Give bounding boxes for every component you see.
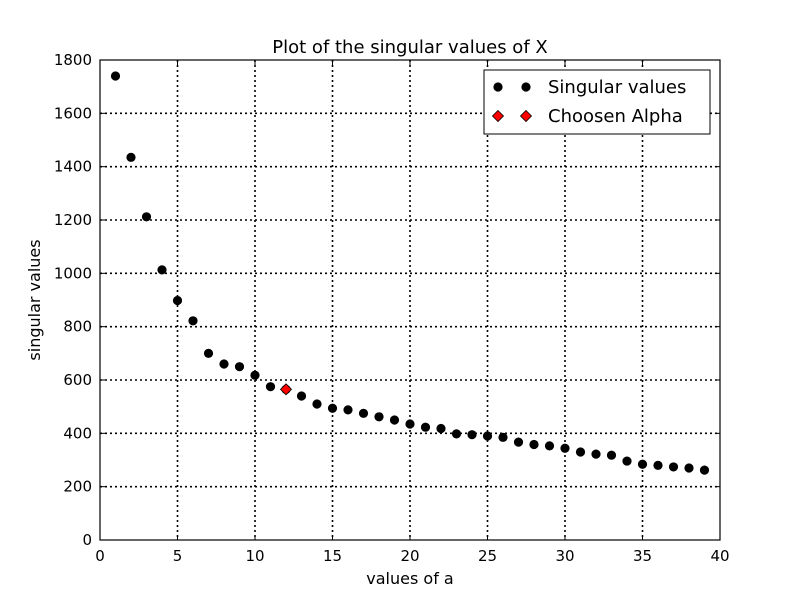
singular-value-point: [188, 316, 198, 326]
singular-value-point: [358, 408, 369, 418]
singular-value-point: [684, 463, 694, 473]
singular-value-point: [234, 362, 245, 372]
x-tick-label: 40: [710, 547, 729, 565]
singular-value-point: [203, 348, 214, 358]
singular-value-point: [575, 447, 586, 457]
legend-label: Choosen Alpha: [548, 106, 683, 127]
singular-value-point: [110, 71, 121, 81]
legend: Singular values Choosen Alpha: [483, 69, 711, 135]
singular-value-point: [653, 460, 663, 470]
chosen-alpha-point: [279, 383, 293, 396]
singular-value-point: [591, 449, 601, 459]
grid-lines: [100, 60, 720, 540]
singular-value-point: [560, 443, 570, 453]
x-tick-label: 0: [95, 547, 105, 565]
y-tick-label: 400: [63, 424, 92, 442]
y-tick-label: 1000: [54, 264, 92, 282]
singular-value-point: [265, 382, 276, 392]
x-tick-label: 30: [555, 547, 574, 565]
x-axis-label: values of a: [366, 569, 453, 588]
x-tick-label: 15: [323, 547, 342, 565]
singular-value-point: [312, 399, 322, 409]
x-tick-label: 25: [478, 547, 497, 565]
singular-value-point: [668, 462, 679, 472]
singular-value-point: [126, 152, 136, 162]
y-axis-ticks: 0 200 400 600 800 1000 1200 1400 1600 1800: [54, 51, 720, 549]
singular-value-point: [451, 429, 462, 439]
singular-value-point: [389, 415, 400, 425]
x-axis-ticks: 0 5 10 15 20 25 30 35 40: [95, 60, 730, 565]
singular-value-point: [420, 422, 431, 432]
singular-value-point: [498, 432, 508, 442]
singular-value-point: [622, 456, 632, 466]
legend-marker: [519, 109, 533, 123]
singular-value-point: [374, 412, 384, 422]
singular-value-point: [327, 403, 338, 413]
y-tick-label: 200: [63, 478, 92, 496]
legend-marker: [491, 109, 505, 123]
singular-value-point: [482, 431, 493, 441]
x-tick-label: 10: [245, 547, 264, 565]
singular-value-point: [529, 439, 539, 450]
y-tick-label: 1400: [54, 158, 92, 176]
y-tick-label: 800: [63, 318, 92, 336]
legend-box: [483, 69, 711, 135]
singular-value-point: [343, 405, 353, 415]
singular-value-point: [513, 437, 524, 447]
singular-value-point: [250, 370, 260, 380]
singular-value-point: [544, 441, 555, 451]
x-tick-label: 20: [400, 547, 419, 565]
singular-value-point: [606, 450, 617, 460]
singular-value-point: [699, 465, 710, 475]
y-tick-label: 1800: [54, 51, 92, 69]
legend-label: Singular values: [548, 77, 686, 98]
x-tick-label: 35: [633, 547, 652, 565]
singular-value-point: [296, 391, 307, 401]
y-axis-label: singular values: [25, 239, 44, 360]
singular-value-point: [637, 459, 648, 469]
y-tick-label: 1200: [54, 211, 92, 229]
singular-value-point: [467, 430, 477, 440]
singular-value-point: [219, 359, 229, 369]
singular-value-point: [172, 295, 183, 306]
singular-value-point: [141, 212, 152, 222]
legend-marker: [493, 82, 503, 92]
data-points: [110, 71, 710, 475]
chart-title: Plot of the singular values of X: [272, 37, 547, 58]
y-tick-label: 0: [82, 531, 92, 549]
y-tick-label: 1600: [54, 104, 92, 122]
x-tick-label: 5: [173, 547, 183, 565]
legend-marker: [521, 82, 531, 92]
singular-value-point: [157, 265, 167, 275]
singular-value-point: [405, 419, 415, 429]
singular-value-point: [436, 423, 446, 434]
y-tick-label: 600: [63, 371, 92, 389]
